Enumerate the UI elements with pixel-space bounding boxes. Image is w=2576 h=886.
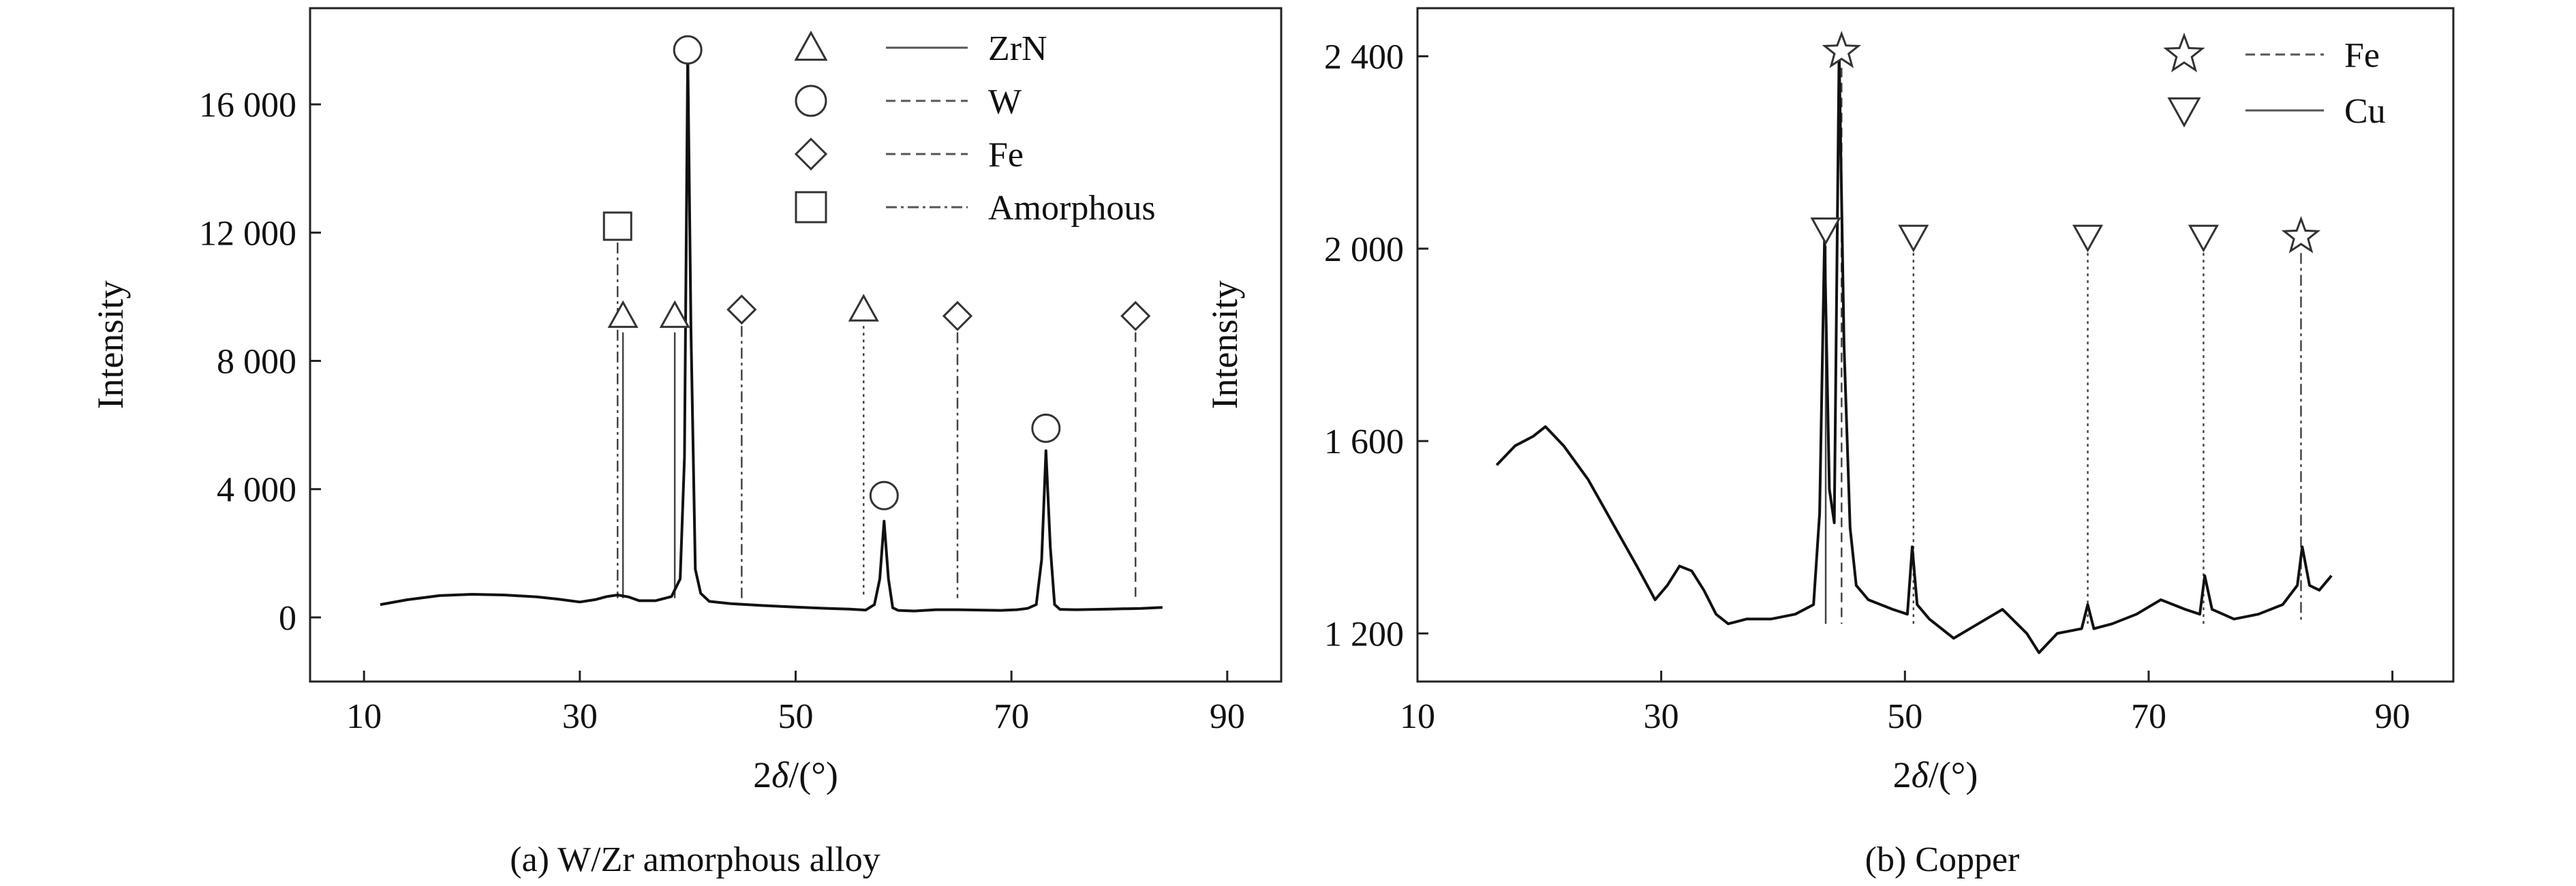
panel-a-x-tick-label-4: 90 xyxy=(1210,697,1245,736)
panel-a-peak-marker-3 xyxy=(673,35,703,65)
panel-a-series-line-0 xyxy=(380,51,1163,613)
panel-a-legend-label-0: ZrN xyxy=(988,29,1047,68)
panel-b-caption: (b) Copper xyxy=(1865,840,2020,879)
panel-b-y-tick-label-3: 2 400 xyxy=(1324,38,1404,77)
panel-a-peak-marker-1 xyxy=(607,300,639,329)
panel-a-caption: (a) W/Zr amorphous alloy xyxy=(510,840,880,879)
panel-a-chart: 10 30 50 70 90 0 4 000 8 000 12 000 16 000 2δ/(°) I… xyxy=(90,7,1283,879)
panel-a-legend-label-3: Amorphous xyxy=(988,189,1156,228)
panel-b-peak-marker-0 xyxy=(1810,217,1841,245)
panel-a-y-tick-label-2: 8 000 xyxy=(217,343,296,382)
panel-a-y-axis-label: Intensity xyxy=(90,281,131,410)
panel-b-x-tick-label-2: 50 xyxy=(1887,697,1922,736)
panel-a-peak-marker-9 xyxy=(1120,301,1151,331)
panel-a-x-tick-label-3: 70 xyxy=(994,697,1029,736)
panel-a-peak-marker-7 xyxy=(942,301,973,331)
panel-b-legend-label-0: Fe xyxy=(2344,36,2380,75)
panel-a-x-tick-label-2: 50 xyxy=(778,697,814,736)
panel-a-peak-marker-8 xyxy=(1031,413,1061,443)
panel-a-y-tick-label-0: 0 xyxy=(279,599,296,638)
panel-a-x-tick-label-0: 10 xyxy=(346,697,382,736)
panel-a-y-tick-label-1: 4 000 xyxy=(217,471,296,510)
panel-b-legend-label-1: Cu xyxy=(2344,92,2386,131)
panel-b-x-tick-label-3: 70 xyxy=(2131,697,2166,736)
panel-b-x-tick-label-1: 30 xyxy=(1644,697,1679,736)
panel-a-peak-marker-0 xyxy=(602,211,632,241)
panel-a-legend-marker-0 xyxy=(794,30,828,61)
panel-a-legend-label-1: W xyxy=(988,82,1022,121)
panel-b-peak-marker-1 xyxy=(1822,31,1862,68)
panel-b-series-line-0 xyxy=(1495,50,2333,654)
panel-a-legend-marker-3 xyxy=(795,191,827,224)
panel-a-y-tick-label-4: 16 000 xyxy=(199,86,296,125)
panel-a-legend-marker-1 xyxy=(795,85,827,117)
panel-a-x-axis-label: 2δ/(°) xyxy=(753,754,838,795)
panel-b-peak-marker-2 xyxy=(1898,224,1929,253)
panel-b-x-axis-label: 2δ/(°) xyxy=(1893,754,1978,795)
panel-b-legend-marker-0 xyxy=(2163,32,2205,73)
panel-b-x-tick-label-4: 90 xyxy=(2375,697,2410,736)
panel-b-peak-marker-3 xyxy=(2072,224,2104,253)
panel-a-peak-marker-4 xyxy=(726,294,757,325)
panel-a-legend-label-2: Fe xyxy=(988,136,1024,174)
panel-b-peak-marker-4 xyxy=(2188,224,2219,253)
panel-a-y-tick-label-3: 12 000 xyxy=(199,214,296,253)
panel-b-y-tick-label-2: 2 000 xyxy=(1324,230,1404,269)
panel-b-plot-frame xyxy=(1416,7,2455,683)
panel-a-peak-marker-2 xyxy=(659,300,690,329)
panel-a-peak-marker-6 xyxy=(869,480,899,510)
panel-b-peak-marker-5 xyxy=(2281,215,2321,254)
panel-a-peak-marker-5 xyxy=(848,294,879,322)
panel-a-legend-marker-2 xyxy=(794,137,828,171)
panel-b-chart: 10 30 50 70 90 1 200 1 600 2 000 2 400 2δ/(°) Inte… xyxy=(1204,7,2455,879)
panel-b-y-tick-label-1: 1 600 xyxy=(1324,423,1404,461)
panel-b-y-tick-label-0: 1 200 xyxy=(1324,615,1404,654)
panel-b-legend-marker-1 xyxy=(2167,97,2201,128)
panel-a-x-tick-label-1: 30 xyxy=(562,697,598,736)
panel-b-x-tick-label-0: 10 xyxy=(1400,697,1435,736)
panel-b-y-axis-label: Intensity xyxy=(1204,281,1245,410)
